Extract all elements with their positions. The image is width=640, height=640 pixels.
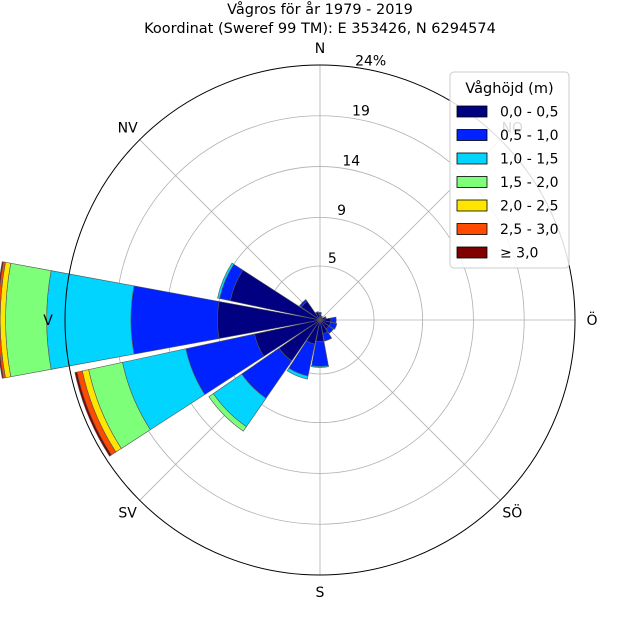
rose-bar-segment (130, 285, 220, 355)
legend-entry-label: 0,0 - 0,5 (500, 105, 558, 121)
legend-swatch (456, 199, 488, 212)
direction-label: S (316, 585, 325, 601)
rose-bars (0, 261, 338, 457)
radial-tick-labels: 5 9 14 19 24% (328, 54, 386, 267)
legend-entry-label: 2,5 - 3,0 (500, 222, 558, 238)
legend-swatch (456, 246, 488, 259)
radial-tick-label: 19 (352, 104, 370, 120)
chart-subtitle: Koordinat (Sweref 99 TM): E 353426, N 62… (144, 21, 496, 37)
direction-label: N (315, 41, 325, 57)
rose-bar-segment (322, 331, 333, 342)
rose-bar-segment (208, 393, 247, 432)
rose-bar-segment (325, 325, 334, 334)
rose-bar-segment (318, 312, 322, 316)
grid-spoke (139, 139, 321, 321)
legend-box (449, 71, 570, 269)
direction-label: NV (118, 121, 138, 137)
legend-title: Våghöjd (m) (465, 80, 553, 97)
radial-tick-label: 9 (337, 203, 346, 219)
rose-bar-segment (217, 262, 235, 299)
legend-entry-label: 1,0 - 1,5 (500, 152, 558, 168)
rose-bar-segment (320, 315, 323, 318)
legend-entry-label: ≥ 3,0 (500, 246, 538, 262)
grid-spoke (319, 319, 501, 501)
rose-bar-segment (311, 365, 329, 368)
rose-bar-segment (299, 299, 308, 308)
legend-swatch (456, 105, 488, 118)
rose-bar-segment (314, 311, 319, 315)
legend: Våghöjd (m) 0,0 - 0,5 0,5 - 1,0 1,0 - 1,5 1,… (449, 71, 570, 269)
outer-frame (64, 64, 576, 576)
direction-label: SÖ (502, 503, 522, 521)
radial-tick-label: 5 (328, 251, 337, 267)
legend-entry-label: 0,5 - 1,0 (500, 128, 558, 144)
rose-bar-segment (46, 270, 135, 370)
legend-swatch (456, 223, 488, 235)
radial-tick-label: 14 (342, 153, 360, 169)
direction-label: SV (118, 505, 137, 521)
legend-swatch (456, 129, 488, 141)
direction-label: Ö (586, 311, 597, 329)
direction-label: V (43, 313, 53, 329)
legend-swatch (456, 176, 488, 188)
legend-entry-label: 2,0 - 2,5 (500, 199, 558, 215)
rose-bar-segment (330, 316, 337, 324)
rose-bar-segment (286, 367, 309, 380)
rose-bar-segment (0, 261, 4, 379)
legend-swatch (456, 152, 488, 165)
legend-entry-label: 1,5 - 2,0 (500, 175, 558, 191)
rose-bar-segment (328, 321, 338, 330)
chart-title: Vågros för år 1979 - 2019 (227, 1, 413, 18)
radial-tick-label: 24% (355, 54, 386, 70)
rose-bar-segment (74, 371, 112, 457)
